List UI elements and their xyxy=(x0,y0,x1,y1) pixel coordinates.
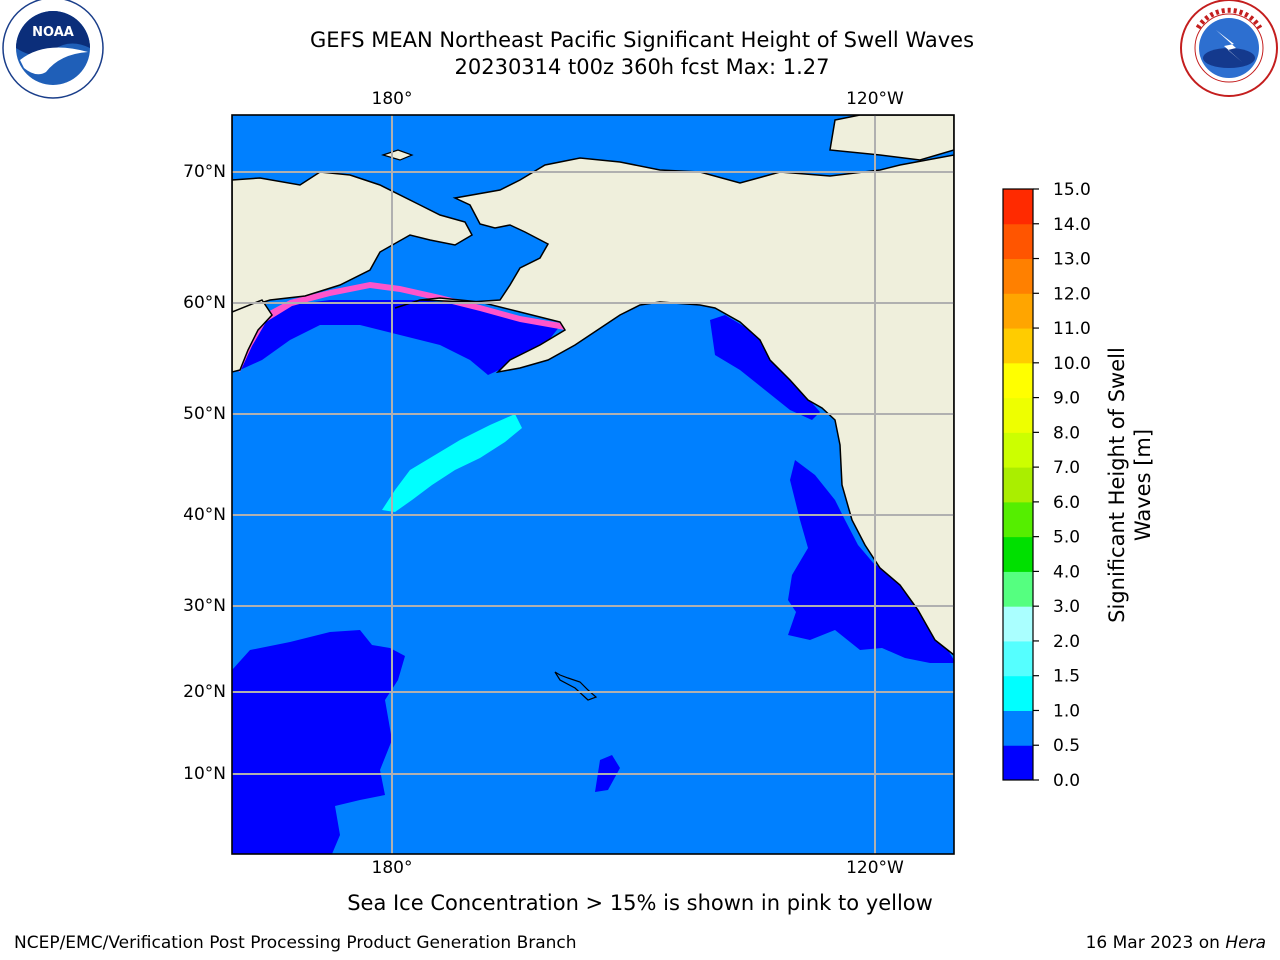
colorbar-box xyxy=(1003,536,1033,572)
colorbar-box xyxy=(1003,223,1033,260)
lat-label-60n: 60°N xyxy=(183,293,226,313)
lon-label-bottom-120w: 120°W xyxy=(846,858,904,878)
colorbar-tick-label: 12.0 xyxy=(1053,284,1091,304)
colorbar-box xyxy=(1003,467,1033,503)
low-swell-gulf xyxy=(710,315,820,420)
lat-label-50n: 50°N xyxy=(183,404,226,424)
sea-ice-note: Sea Ice Concentration > 15% is shown in … xyxy=(347,891,933,915)
colorbar-box xyxy=(1003,258,1033,294)
colorbar-frame xyxy=(1002,188,1034,781)
colorbar-tick-label: 1.0 xyxy=(1053,701,1080,721)
land-hawaii xyxy=(554,671,598,701)
graticule xyxy=(232,115,954,854)
footer-host: Hera xyxy=(1225,933,1266,953)
lat-label-70n: 70°N xyxy=(183,162,226,182)
colorbar-tick-label: 10.0 xyxy=(1053,354,1091,374)
noaa-logo-text: NOAA xyxy=(32,25,74,40)
colorbar-box xyxy=(1003,745,1033,781)
footer-credit: NCEP/EMC/Verification Post Processing Pr… xyxy=(14,933,577,953)
colorbar-box xyxy=(1003,189,1033,225)
footer-date: 16 Mar 2023 on Hera xyxy=(1086,933,1266,953)
colorbar-tick-label: 9.0 xyxy=(1053,389,1080,409)
colorbar-tick-label: 13.0 xyxy=(1053,250,1091,270)
colorbar-box xyxy=(1003,328,1033,364)
nws-logo xyxy=(1180,0,1278,97)
colorbar-tick-label: 7.0 xyxy=(1053,458,1080,478)
map-frame xyxy=(231,114,955,855)
land-alaska xyxy=(394,154,954,656)
colorbar-tick-label: 6.0 xyxy=(1053,493,1080,513)
low-swell-bering xyxy=(238,300,560,375)
lat-label-20n: 20°N xyxy=(183,682,226,702)
low-swell-west xyxy=(232,630,405,854)
colorbar-tick-label: 15.0 xyxy=(1053,180,1091,200)
lon-label-bottom-180: 180° xyxy=(371,858,413,878)
low-swell-east xyxy=(788,460,954,663)
colorbar-box xyxy=(1003,397,1033,433)
colorbar-tick-label: 0.5 xyxy=(1053,736,1080,756)
footer-date-text: 16 Mar 2023 on xyxy=(1085,933,1226,953)
lat-label-10n: 10°N xyxy=(183,764,226,784)
colorbar-tick-label: 8.0 xyxy=(1053,423,1080,443)
colorbar-box xyxy=(1003,293,1033,329)
colorbar-box xyxy=(1003,501,1033,538)
colorbar-box xyxy=(1003,675,1033,711)
land-canada-north xyxy=(829,115,954,161)
chart-subtitle: 20230314 t00z 360h fcst Max: 1.27 xyxy=(454,55,830,79)
colorbar-box xyxy=(1003,606,1033,642)
colorbar-box xyxy=(1003,362,1033,399)
lat-label-40n: 40°N xyxy=(183,505,226,525)
colorbar-tick-label: 11.0 xyxy=(1053,319,1091,339)
colorbar-box xyxy=(1003,571,1033,607)
colorbar-tick-label: 3.0 xyxy=(1053,597,1080,617)
colorbar-tick-label: 5.0 xyxy=(1053,528,1080,548)
colorbar-tick-label: 2.0 xyxy=(1053,632,1080,652)
colorbar-tick-label: 1.5 xyxy=(1053,667,1080,687)
colorbar-label: Significant Height of Swell Waves [m] xyxy=(1105,347,1155,623)
colorbar-tick-label: 0.0 xyxy=(1053,771,1080,791)
noaa-logo: NOAA xyxy=(2,0,104,99)
colorbar-tick-label: 14.0 xyxy=(1053,215,1091,235)
lat-label-30n: 30°N xyxy=(183,596,226,616)
colorbar-box xyxy=(1003,710,1033,746)
colorbar-box xyxy=(1003,640,1033,677)
lon-label-top-120w: 120°W xyxy=(846,89,904,109)
high-swell-band xyxy=(382,414,522,512)
colorbar-box xyxy=(1003,432,1033,468)
chart-title: GEFS MEAN Northeast Pacific Significant … xyxy=(309,28,975,52)
lon-label-top-180: 180° xyxy=(371,89,413,109)
land-siberia xyxy=(232,115,474,313)
colorbar-tick-label: 4.0 xyxy=(1053,562,1080,582)
